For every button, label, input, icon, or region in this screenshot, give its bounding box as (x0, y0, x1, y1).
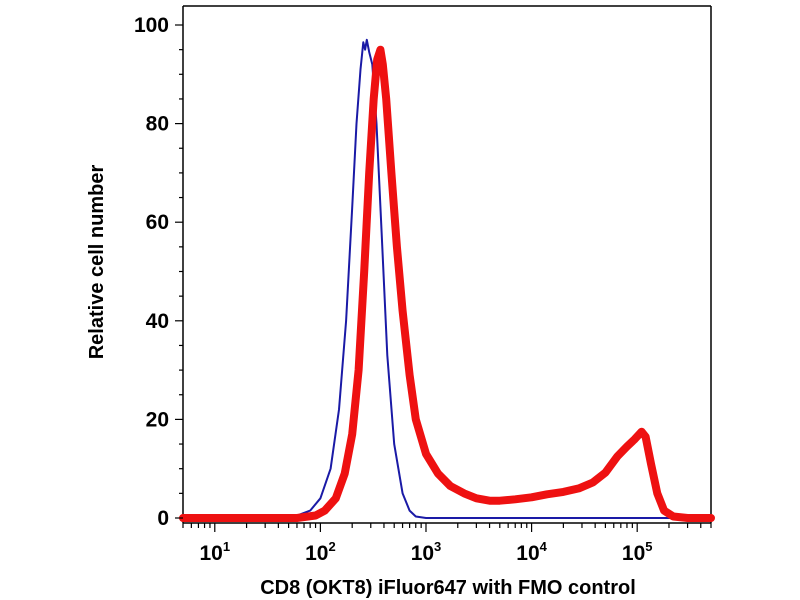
x-tick-label: 105 (622, 539, 653, 565)
y-tick-label: 40 (146, 310, 169, 333)
x-tick-base: 10 (622, 542, 645, 565)
x-axis-title: CD8 (OKT8) iFluor647 with FMO control (260, 577, 636, 599)
x-tick-label: 103 (411, 539, 442, 565)
x-tick-label: 101 (199, 539, 230, 565)
y-tick-label: 20 (146, 408, 169, 431)
series-layer (179, 38, 715, 522)
y-tick-label: 80 (146, 113, 169, 136)
x-tick-exponent: 4 (540, 539, 548, 554)
x-tick-label: 102 (305, 539, 336, 565)
x-tick-base: 10 (305, 542, 328, 565)
x-tick-exponent: 3 (434, 539, 441, 554)
y-axis: 0 20 40 60 80 100 (134, 14, 183, 530)
x-tick-exponent: 5 (645, 539, 652, 554)
y-axis-title: Relative cell number (86, 165, 108, 360)
series-line-2 (179, 45, 715, 522)
x-axis: 101 102 103 104 105 (182, 523, 712, 565)
x-tick-base: 10 (411, 542, 434, 565)
x-tick-label: 104 (516, 539, 547, 565)
x-tick-base: 10 (199, 542, 222, 565)
y-tick-label: 60 (146, 211, 169, 234)
y-tick-label: 0 (157, 507, 169, 530)
x-tick-exponent: 1 (223, 539, 230, 554)
series-line-1 (182, 38, 712, 519)
x-tick-exponent: 2 (328, 539, 335, 554)
y-tick-label: 100 (134, 14, 169, 37)
plot-frame (182, 5, 712, 524)
x-tick-base: 10 (516, 542, 539, 565)
